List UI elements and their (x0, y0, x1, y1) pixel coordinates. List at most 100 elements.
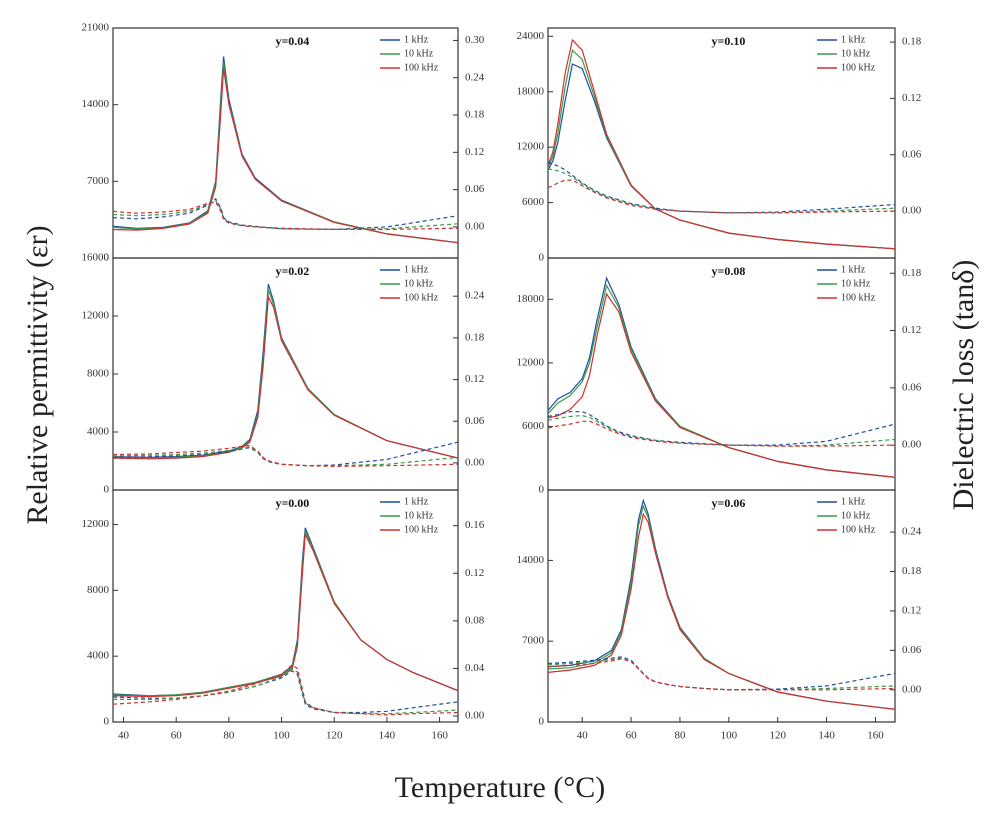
y2-tick-label: 0.12 (902, 604, 921, 616)
y2-tick-label: 0.18 (902, 267, 922, 279)
y-tick-label: 7000 (87, 175, 110, 187)
permittivity-line (547, 283, 896, 478)
legend-label: 100 kHz (841, 292, 876, 303)
loss-line (547, 168, 896, 214)
legend-label: 1 kHz (404, 496, 429, 507)
y-tick-label: 4000 (87, 650, 110, 662)
y2-tick-label: 0.06 (902, 644, 922, 656)
y2-tick-label: 0.00 (465, 220, 485, 232)
y-tick-label: 18000 (517, 85, 545, 97)
y2-tick-label: 0.24 (902, 526, 922, 538)
loss-line (112, 201, 459, 230)
legend-label: 10 kHz (841, 48, 871, 59)
y2-tick-label: 0.06 (465, 415, 485, 427)
loss-line (112, 664, 459, 716)
permittivity-line (547, 63, 896, 250)
panel-frame (112, 489, 459, 723)
y2-tick-label: 0.00 (902, 205, 922, 217)
x-tick-label: 80 (674, 730, 686, 742)
permittivity-line (112, 61, 459, 244)
permittivity-line (112, 283, 459, 459)
y-tick-label: 6000 (522, 196, 545, 208)
panel-title: y=0.02 (275, 264, 309, 278)
panel-title: y=0.06 (712, 496, 746, 510)
y-tick-label: 0 (104, 716, 110, 728)
y-tick-label: 24000 (517, 30, 545, 42)
permittivity-line (547, 504, 896, 710)
legend-label: 1 kHz (841, 496, 866, 507)
x-tick-label: 160 (431, 730, 448, 742)
loss-line (547, 414, 896, 447)
y2-axis-label: Dielectric loss (tanδ) (947, 260, 980, 511)
y-tick-label: 0 (104, 484, 110, 496)
x-tick-label: 120 (769, 730, 786, 742)
y2-tick-label: 0.00 (902, 439, 922, 451)
x-tick-label: 120 (326, 730, 343, 742)
legend-label: 10 kHz (841, 278, 871, 289)
legend-label: 1 kHz (841, 34, 866, 45)
y-tick-label: 12000 (82, 518, 110, 530)
y-tick-label: 4000 (87, 426, 110, 438)
legend-label: 10 kHz (404, 278, 434, 289)
y2-tick-label: 0.04 (465, 662, 485, 674)
permittivity-line (112, 532, 459, 698)
x-axis-label: Temperature (°C) (395, 771, 606, 804)
y2-tick-label: 0.16 (465, 519, 485, 531)
permittivity-line (547, 292, 896, 478)
x-tick-label: 40 (577, 730, 589, 742)
legend-label: 100 kHz (404, 292, 439, 303)
y-tick-label: 0 (104, 252, 110, 264)
legend-label: 10 kHz (404, 48, 434, 59)
loss-line (547, 411, 896, 446)
permittivity-line (547, 49, 896, 250)
y-tick-label: 8000 (87, 584, 110, 596)
y-axis-label: Relative permittivity (εr) (21, 225, 54, 524)
permittivity-line (112, 294, 459, 460)
panel-title: y=0.08 (712, 264, 746, 278)
y-tick-label: 0 (539, 716, 545, 728)
y-tick-label: 12000 (82, 310, 110, 322)
legend-label: 1 kHz (841, 264, 866, 275)
y2-tick-label: 0.12 (902, 92, 921, 104)
y-tick-label: 12000 (517, 141, 545, 153)
y-tick-label: 0 (539, 252, 545, 264)
panel-frame (547, 489, 896, 723)
y-tick-label: 14000 (517, 554, 545, 566)
loss-line (112, 200, 459, 231)
permittivity-line (547, 512, 896, 710)
y2-tick-label: 0.06 (465, 183, 485, 195)
y2-tick-label: 0.08 (465, 614, 485, 626)
legend-label: 10 kHz (404, 510, 434, 521)
y2-tick-label: 0.18 (902, 565, 922, 577)
x-tick-label: 100 (721, 730, 738, 742)
y-tick-label: 12000 (517, 356, 545, 368)
loss-line (112, 446, 459, 467)
permittivity-line (112, 68, 459, 244)
y2-tick-label: 0.00 (465, 456, 485, 468)
y2-tick-label: 0.18 (465, 109, 485, 121)
y2-tick-label: 0.06 (902, 381, 922, 393)
legend-label: 100 kHz (841, 524, 876, 535)
y2-tick-label: 0.18 (465, 331, 485, 343)
y2-tick-label: 0.00 (902, 683, 922, 695)
legend-label: 1 kHz (404, 264, 429, 275)
y-tick-label: 14000 (82, 98, 110, 110)
legend-label: 100 kHz (404, 524, 439, 535)
y2-tick-label: 0.12 (465, 373, 484, 385)
x-tick-label: 160 (867, 730, 884, 742)
permittivity-line (112, 289, 459, 459)
legend-label: 100 kHz (841, 62, 876, 73)
y2-tick-label: 0.12 (465, 146, 484, 158)
y-tick-label: 8000 (87, 368, 110, 380)
legend-label: 100 kHz (404, 62, 439, 73)
permittivity-line (547, 38, 896, 250)
y2-tick-label: 0.06 (902, 148, 922, 160)
legend-label: 1 kHz (404, 34, 429, 45)
y2-tick-label: 0.18 (902, 36, 922, 48)
loss-line (112, 670, 459, 714)
loss-line (113, 667, 459, 715)
y-tick-label: 21000 (82, 22, 110, 34)
x-tick-label: 140 (379, 730, 396, 742)
loss-line (547, 161, 896, 214)
